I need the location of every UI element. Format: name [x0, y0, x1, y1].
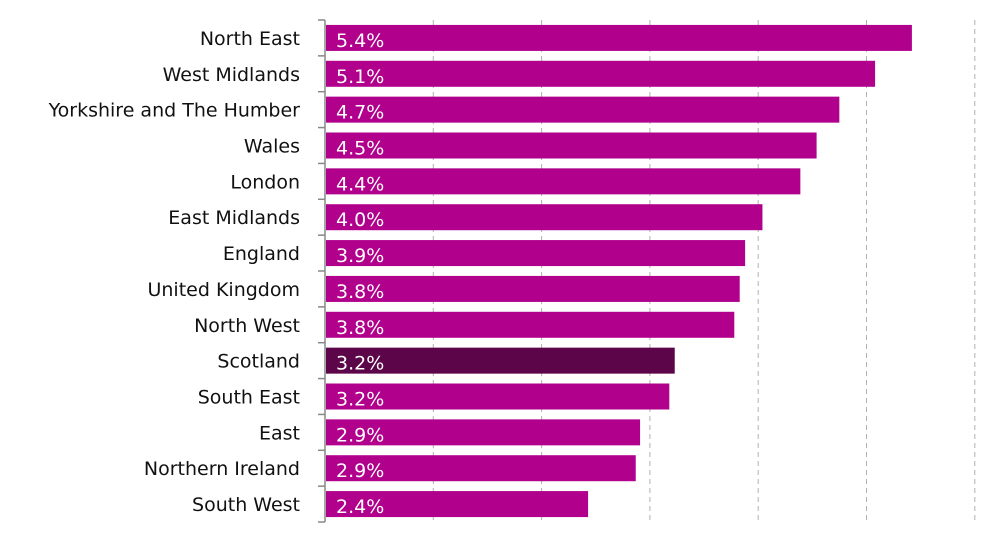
- bar: [326, 96, 840, 123]
- category-axis: [318, 19, 326, 523]
- data-label: 3.8%: [336, 317, 384, 339]
- bars: [326, 24, 912, 518]
- bar: [326, 491, 589, 518]
- bar: [326, 275, 740, 302]
- bar: [326, 132, 817, 159]
- bar: [326, 455, 636, 482]
- category-label: East: [259, 422, 300, 444]
- category-label: Wales: [244, 136, 300, 158]
- category-label: Yorkshire and The Humber: [48, 100, 301, 122]
- bar: [326, 204, 763, 231]
- bar: [326, 60, 876, 87]
- data-label: 5.1%: [336, 66, 384, 88]
- data-label: 4.0%: [336, 209, 384, 231]
- bar: [326, 311, 735, 338]
- data-label: 2.4%: [336, 496, 384, 518]
- category-label: United Kingdom: [147, 279, 300, 301]
- bar: [326, 347, 675, 374]
- data-label: 3.8%: [336, 281, 384, 303]
- category-label: North East: [200, 28, 300, 50]
- category-label: London: [230, 171, 300, 193]
- bar: [326, 419, 641, 446]
- data-label: 2.9%: [336, 424, 384, 446]
- data-label: 4.7%: [336, 102, 384, 124]
- data-label: 4.4%: [336, 173, 384, 195]
- category-label: North West: [194, 315, 300, 337]
- bar: [326, 24, 912, 51]
- data-label: 3.2%: [336, 389, 384, 411]
- data-label: 3.9%: [336, 245, 384, 267]
- category-label: England: [223, 243, 300, 265]
- bar: [326, 168, 801, 195]
- data-label: 2.9%: [336, 460, 384, 482]
- bar: [326, 383, 670, 410]
- category-label: Scotland: [217, 351, 300, 373]
- labels: North East 5.4% West Midlands 5.1% Yorkshire…: [48, 28, 385, 518]
- category-label: Northern Ireland: [144, 458, 300, 480]
- data-label: 3.2%: [336, 353, 384, 375]
- category-label: South East: [198, 387, 300, 409]
- data-label: 4.5%: [336, 138, 384, 160]
- gridlines: [432, 20, 976, 522]
- bar: [326, 240, 746, 267]
- category-label: South West: [192, 494, 300, 516]
- data-label: 5.4%: [336, 30, 384, 52]
- category-label: East Midlands: [168, 207, 300, 229]
- category-label: West Midlands: [163, 64, 300, 86]
